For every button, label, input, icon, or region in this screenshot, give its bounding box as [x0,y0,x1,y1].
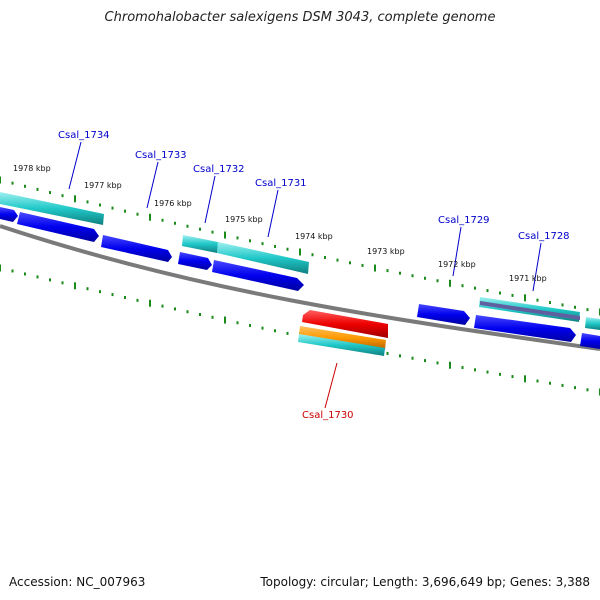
cds-feature [101,235,172,262]
gene-label[interactable]: Csal_1728 [518,231,570,242]
cds-feature [212,260,304,291]
kbp-label: 1978 kbp [13,164,51,173]
kbp-label: 1975 kbp [225,215,263,224]
kbp-label-layer: 1978 kbp 1977 kbp 1976 kbp 1975 kbp 1974 kbp… [13,164,547,283]
gene-feature [182,235,218,253]
leader-line [267,189,279,238]
cds-feature-row [0,207,600,349]
genome-backbone [0,224,600,351]
gene-feature-row [0,192,600,330]
gene-label[interactable]: Csal_1732 [193,164,245,175]
outer-tick-row [0,176,600,316]
kbp-label: 1977 kbp [84,181,122,190]
leader-line [204,175,216,224]
gene-feature [217,242,309,274]
label-leader-lines [68,141,542,409]
leader-line [532,242,542,292]
gene-label[interactable]: Csal_1733 [135,150,187,161]
accession-text: Accession: NC_007963 [9,575,146,589]
kbp-label: 1974 kbp [295,232,333,241]
gene-label-highlight[interactable]: Csal_1730 [302,410,354,421]
gene-label[interactable]: Csal_1731 [255,178,307,189]
highlight-cds-feature [302,310,388,338]
cds-feature [17,212,99,242]
highlight-features [298,310,388,356]
cds-feature [580,333,600,349]
page-title: Chromohalobacter salexigens DSM 3043, co… [104,10,496,25]
gene-feature-stripe [480,301,580,320]
gene-label-layer: Csal_1734 Csal_1733 Csal_1732 Csal_1731 Csal… [58,130,570,421]
gene-label[interactable]: Csal_1729 [438,215,490,226]
topology-text: Topology: circular; Length: 3,696,649 bp… [260,575,590,589]
kbp-label: 1973 kbp [367,247,405,256]
leader-line [68,141,82,190]
cds-feature [474,315,576,342]
highlight-gene-feature-lower [298,334,385,356]
cds-feature [417,304,470,325]
leader-line [146,161,159,209]
kbp-label: 1972 kbp [438,260,476,269]
gene-label[interactable]: Csal_1734 [58,130,110,141]
leader-line [452,226,462,277]
cds-feature [0,207,18,222]
leader-line [324,362,338,409]
cds-feature [178,252,212,270]
kbp-label: 1976 kbp [154,199,192,208]
gene-feature [585,317,600,330]
highlight-gene-feature [299,326,386,350]
gene-feature [0,192,104,225]
kbp-label: 1971 kbp [509,274,547,283]
